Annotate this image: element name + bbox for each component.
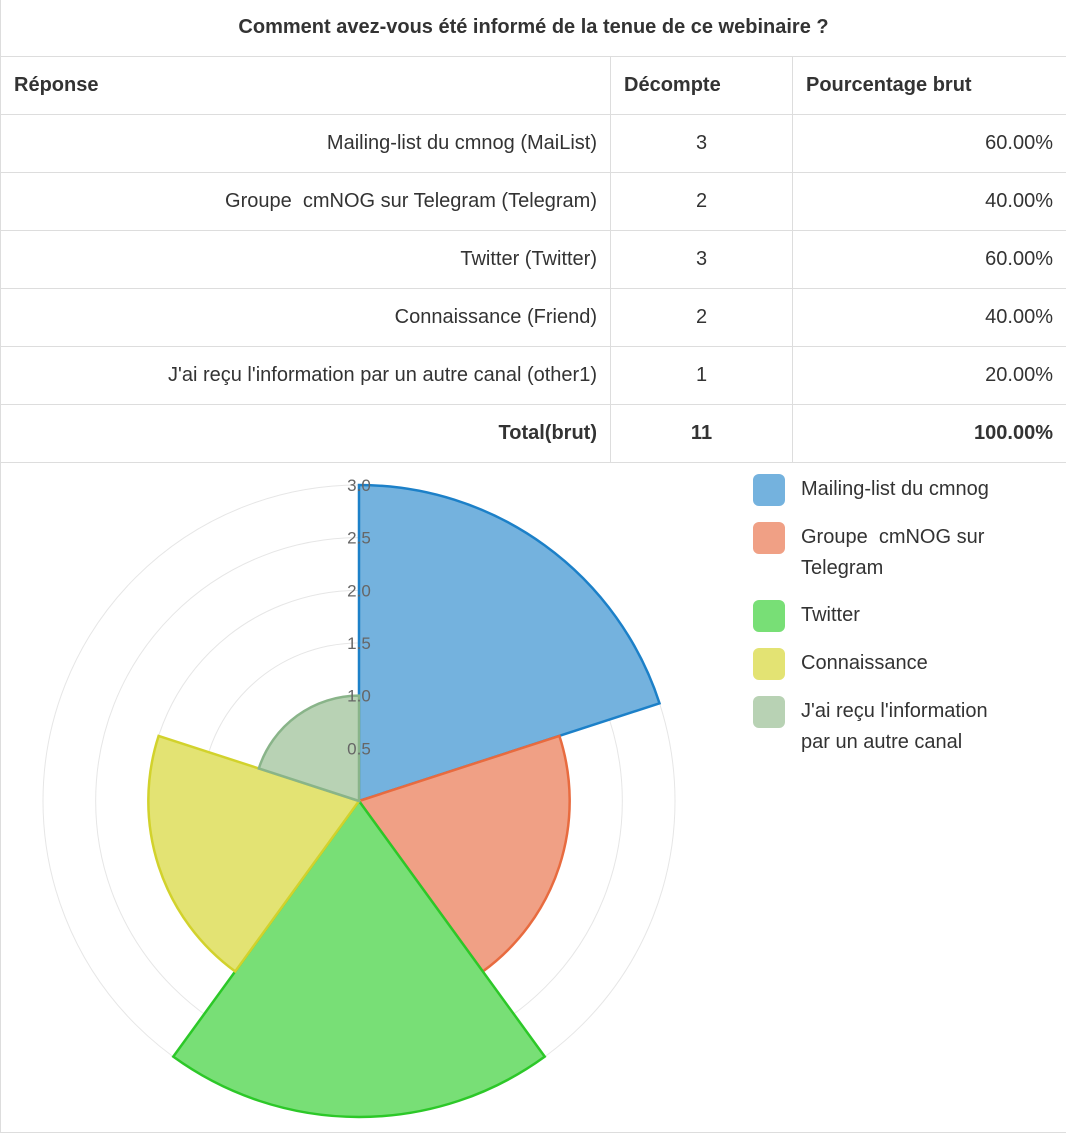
table-row: Mailing-list du cmnog (MaiList) 3 60.00% (0, 113, 1066, 173)
percent-cell: 40.00% (791, 287, 1066, 347)
legend-item[interactable]: Mailing-list du cmnog (753, 474, 1053, 506)
segment-3[interactable] (171, 798, 547, 1119)
legend-item[interactable]: Twitter (753, 600, 1053, 632)
legend-swatch (753, 648, 785, 680)
answer-cell: J'ai reçu l'information par un autre can… (0, 345, 611, 405)
answer-cell: Groupe cmNOG sur Telegram (Telegram) (0, 171, 611, 231)
total-row: Total(brut) 11 100.00% (0, 403, 1066, 463)
legend-label: Mailing-list du cmnog (801, 478, 989, 500)
table-row: Connaissance (Friend) 2 40.00% (0, 287, 1066, 347)
question-title-row: Comment avez-vous été informé de la tenu… (0, 0, 1066, 57)
count-cell: 3 (610, 229, 793, 289)
percent-cell: 20.00% (791, 345, 1066, 405)
total-count: 11 (610, 403, 793, 463)
table-header-row: Réponse Décompte Pourcentage brut (0, 55, 1066, 115)
legend-swatch (753, 696, 785, 728)
table-row: J'ai reçu l'information par un autre can… (0, 345, 1066, 405)
answer-cell: Mailing-list du cmnog (MaiList) (0, 113, 611, 173)
chart-legend: Mailing-list du cmnog Groupe cmNOG sur Te… (753, 474, 1053, 774)
header-percent: Pourcentage brut (791, 55, 1066, 115)
count-cell: 1 (610, 345, 793, 405)
count-cell: 2 (610, 287, 793, 347)
table-row: Twitter (Twitter) 3 60.00% (0, 229, 1066, 289)
answer-cell: Twitter (Twitter) (0, 229, 611, 289)
tick-label: 0.5 (347, 739, 371, 758)
legend-label: Connaissance (801, 652, 928, 674)
segment-1[interactable] (357, 483, 662, 803)
tick-label: 1.0 (347, 687, 371, 706)
legend-item[interactable]: Groupe cmNOG sur Telegram (753, 522, 1053, 584)
count-cell: 3 (610, 113, 793, 173)
question-title: Comment avez-vous été informé de la tenu… (0, 0, 1066, 57)
radial-ticks: 0.5 1.0 1.5 2.0 2.5 3.0 (347, 476, 371, 758)
total-label: Total(brut) (0, 403, 611, 463)
header-count: Décompte (610, 55, 793, 115)
segment-2[interactable] (356, 734, 571, 974)
tick-label: 2.5 (347, 529, 371, 548)
header-answer: Réponse (0, 55, 611, 115)
percent-cell: 40.00% (791, 171, 1066, 231)
answer-cell: Connaissance (Friend) (0, 287, 611, 347)
segment-5[interactable] (257, 694, 361, 803)
legend-swatch (753, 522, 785, 554)
results-table: Comment avez-vous été informé de la tenu… (0, 0, 1066, 463)
percent-cell: 60.00% (791, 229, 1066, 289)
count-cell: 2 (610, 171, 793, 231)
legend-label: Groupe cmNOG sur Telegram (801, 526, 990, 579)
table-row: Groupe cmNOG sur Telegram (Telegram) 2 4… (0, 171, 1066, 231)
segment-4[interactable] (147, 734, 362, 974)
legend-item[interactable]: J'ai reçu l'information par un autre can… (753, 696, 1053, 758)
legend-swatch (753, 600, 785, 632)
legend-item[interactable]: Connaissance (753, 648, 1053, 680)
chart-segments (147, 483, 662, 1119)
total-percent: 100.00% (791, 403, 1066, 463)
polar-area-chart: 0.5 1.0 1.5 2.0 2.5 3.0 (42, 476, 676, 1119)
legend-label: J'ai reçu l'information par un autre can… (801, 700, 994, 753)
tick-label: 1.5 (347, 634, 371, 653)
tick-label: 2.0 (347, 581, 371, 600)
tick-label: 3.0 (347, 476, 371, 495)
legend-label: Twitter (801, 604, 860, 626)
legend-swatch (753, 474, 785, 506)
percent-cell: 60.00% (791, 113, 1066, 173)
